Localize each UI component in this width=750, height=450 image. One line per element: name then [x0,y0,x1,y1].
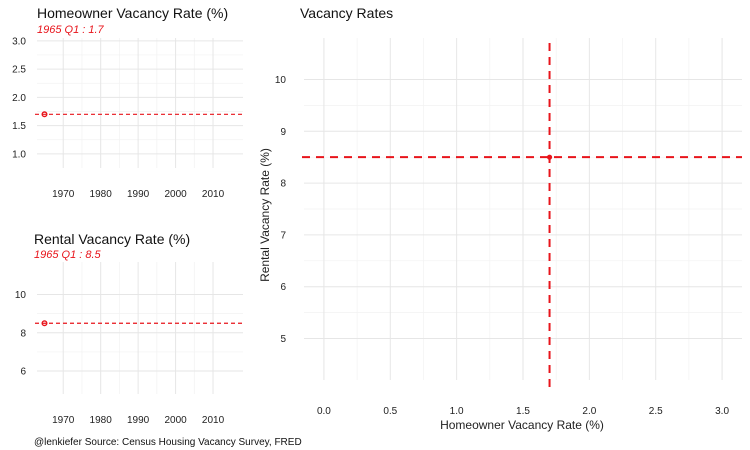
vacancy-x-tick-label: 0.5 [383,406,397,417]
rental-x-tick-label: 1970 [52,415,75,426]
homeowner-x-tick-label: 1980 [90,189,113,200]
scatter-data-point [546,154,553,160]
homeowner-y-tick-label: 1.0 [12,149,26,160]
scatter-title: Vacancy Rates [300,5,393,21]
vacancy-x-tick-label: 1.5 [516,406,530,417]
vacancy-x-tick-label: 2.0 [582,406,596,417]
scatter-x-axis-title: Homeowner Vacancy Rate (%) [440,418,604,432]
vacancy-y-tick-label: 6 [280,282,286,293]
vacancy-x-tick-label: 1.0 [450,406,464,417]
homeowner-y-tick-label: 2.0 [12,93,26,104]
vacancy-x-tick-label: 2.5 [649,406,663,417]
vacancy-y-tick-label: 7 [280,230,286,241]
rental-x-tick-label: 1990 [127,415,150,426]
homeowner-x-tick-label: 1970 [52,189,75,200]
homeowner-x-tick-label: 2010 [202,189,225,200]
rental-data-point [41,320,48,327]
rental-y-tick-label: 6 [20,367,26,378]
rental-x-tick-label: 2010 [202,415,225,426]
rental-y-tick-label: 8 [20,328,26,339]
vacancy-y-tick-label: 9 [280,127,286,138]
rental-panel: Rental Vacancy Rate (%) 1965 Q1 : 8.5 6 8… [15,231,243,426]
homeowner-panel: Homeowner Vacancy Rate (%) 1965 Q1 : 1.7… [12,5,243,200]
homeowner-data-point [41,111,48,118]
vacancy-y-tick-label: 8 [280,179,286,190]
vacancy-x-tick-label: 3.0 [715,406,729,417]
rental-subtitle: 1965 Q1 : 8.5 [34,249,102,261]
rental-title: Rental Vacancy Rate (%) [34,231,190,247]
scatter-y-axis-title: Rental Vacancy Rate (%) [258,148,272,282]
rental-y-tick-label: 10 [15,290,27,301]
rental-x-tick-label: 2000 [164,415,187,426]
homeowner-x-tick-label: 2000 [164,189,187,200]
scatter-panel: Vacancy Rates 5 6 7 8 9 10 0.0 0.5 1.0 1.5 2.0 2.5… [258,5,742,432]
homeowner-y-tick-label: 2.5 [12,65,26,76]
caption: @lenkiefer Source: Census Housing Vacanc… [34,437,302,448]
vacancy-x-tick-label: 0.0 [317,406,331,417]
homeowner-x-tick-label: 1990 [127,189,150,200]
homeowner-subtitle: 1965 Q1 : 1.7 [37,24,105,36]
rental-x-tick-label: 1980 [90,415,113,426]
vacancy-y-tick-label: 10 [275,75,287,86]
vacancy-y-tick-label: 5 [280,334,286,345]
homeowner-y-tick-label: 1.5 [12,121,26,132]
homeowner-y-tick-label: 3.0 [12,36,26,47]
homeowner-title: Homeowner Vacancy Rate (%) [37,5,228,21]
